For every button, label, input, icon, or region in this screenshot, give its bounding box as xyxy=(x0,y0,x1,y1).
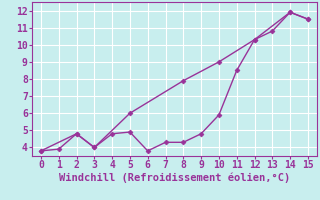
X-axis label: Windchill (Refroidissement éolien,°C): Windchill (Refroidissement éolien,°C) xyxy=(59,173,290,183)
